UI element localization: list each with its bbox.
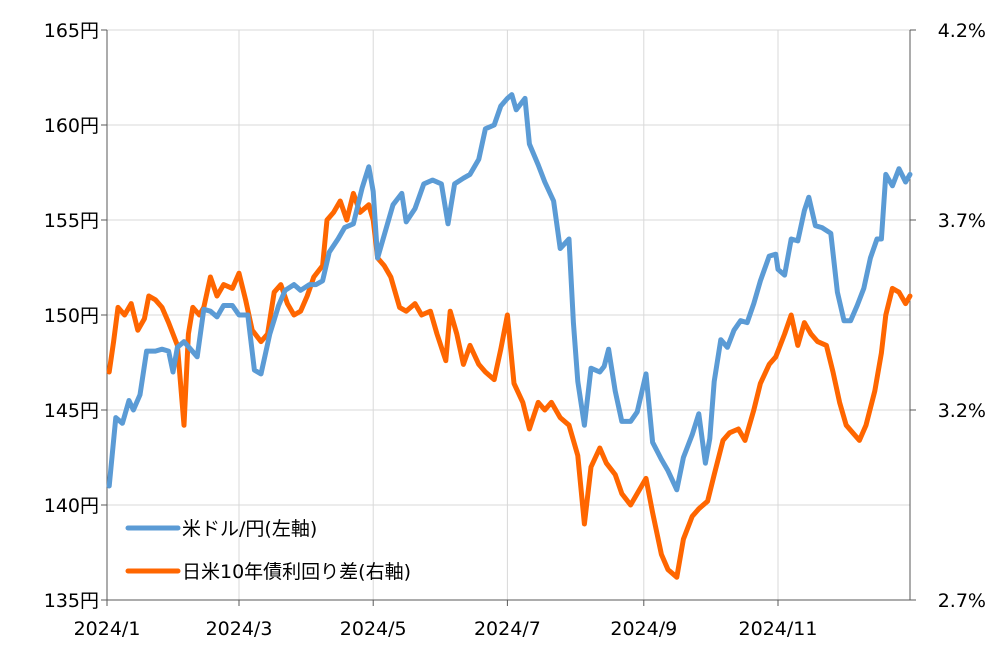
x-tick-label: 2024/7 [474,618,541,640]
axes: 165円 160円 155円 150円 145円 140円 135円 4.2% 3.7% 3.2%… [44,20,986,640]
right-tick-label: 4.2% [938,20,986,42]
legend: 米ドル/円(左軸) 日米10年債利回り差(右軸) [125,518,411,583]
left-tick-label: 160円 [44,115,99,137]
legend-label: 日米10年債利回り差(右軸) [182,561,411,583]
right-tick-label: 2.7% [938,590,986,612]
left-tick-label: 140円 [44,495,99,517]
legend-label: 米ドル/円(左軸) [182,518,317,540]
x-tick-label: 2024/5 [340,618,407,640]
yield-spread-series-line [106,190,913,580]
right-tick-label: 3.7% [938,210,986,232]
left-tick-label: 145円 [44,400,99,422]
x-tick-label: 2024/3 [206,618,273,640]
left-tick-label: 155円 [44,210,99,232]
x-tick-label: 2024/1 [74,618,141,640]
x-tick-label: 2024/9 [610,618,677,640]
usdjpy-series-line [106,92,913,493]
right-tick-label: 3.2% [938,400,986,422]
left-tick-label: 135円 [44,590,99,612]
x-tick-label: 2024/11 [739,618,818,640]
series [106,92,913,580]
left-tick-label: 165円 [44,20,99,42]
left-tick-label: 150円 [44,305,99,327]
